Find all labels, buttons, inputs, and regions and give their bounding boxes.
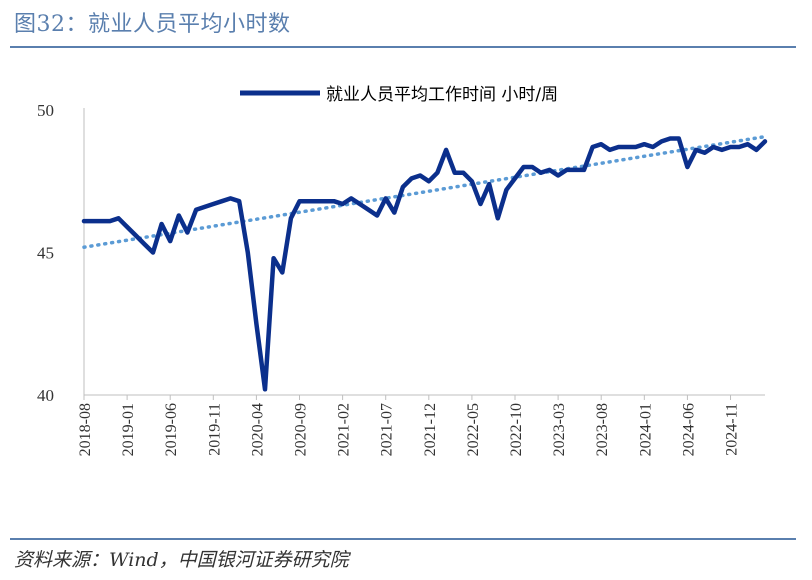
x-tick-label: 2019-01 (120, 403, 137, 456)
line-chart: 就业人员平均工作时间 小时/周 40 45 50 2018-08 2019-01 2019… (37, 85, 768, 456)
x-tick-label: 2021-07 (379, 403, 396, 456)
y-tick-label: 50 (37, 101, 54, 120)
x-tick-label: 2019-06 (163, 403, 180, 456)
source-rule (10, 538, 796, 540)
x-tick-label: 2019-11 (206, 403, 223, 456)
x-tick-label: 2024-06 (680, 403, 697, 456)
x-tick-label: 2023-08 (594, 403, 611, 456)
x-tick-label: 2022-05 (465, 403, 482, 456)
title-rule (10, 46, 796, 48)
x-tick-label: 2021-12 (422, 403, 439, 456)
y-tick-label: 45 (37, 244, 54, 263)
trendline-path (82, 134, 767, 249)
axes: 40 45 50 2018-08 2019-01 2019-06 2019-11 2020-0… (37, 101, 765, 456)
y-tick-label: 40 (37, 386, 54, 405)
x-tick-label: 2024-01 (637, 403, 654, 456)
legend: 就业人员平均工作时间 小时/周 (240, 85, 558, 105)
x-tick-label: 2020-09 (293, 403, 310, 456)
x-tick-label: 2018-08 (77, 403, 94, 456)
x-tick-label: 2022-10 (508, 403, 525, 456)
source-note: 资料来源：Wind，中国银河证券研究院 (14, 549, 349, 571)
legend-label: 就业人员平均工作时间 小时/周 (326, 85, 558, 105)
x-tick-label: 2023-03 (551, 403, 568, 456)
series (81, 136, 768, 392)
x-tick-label: 2021-02 (336, 403, 353, 456)
figure-title: 图32：就业人员平均小时数 (14, 12, 291, 37)
x-tick-label: 2024-11 (724, 403, 741, 456)
series-line (81, 136, 768, 392)
trendline (82, 134, 767, 249)
x-tick-label: 2020-04 (249, 403, 266, 456)
